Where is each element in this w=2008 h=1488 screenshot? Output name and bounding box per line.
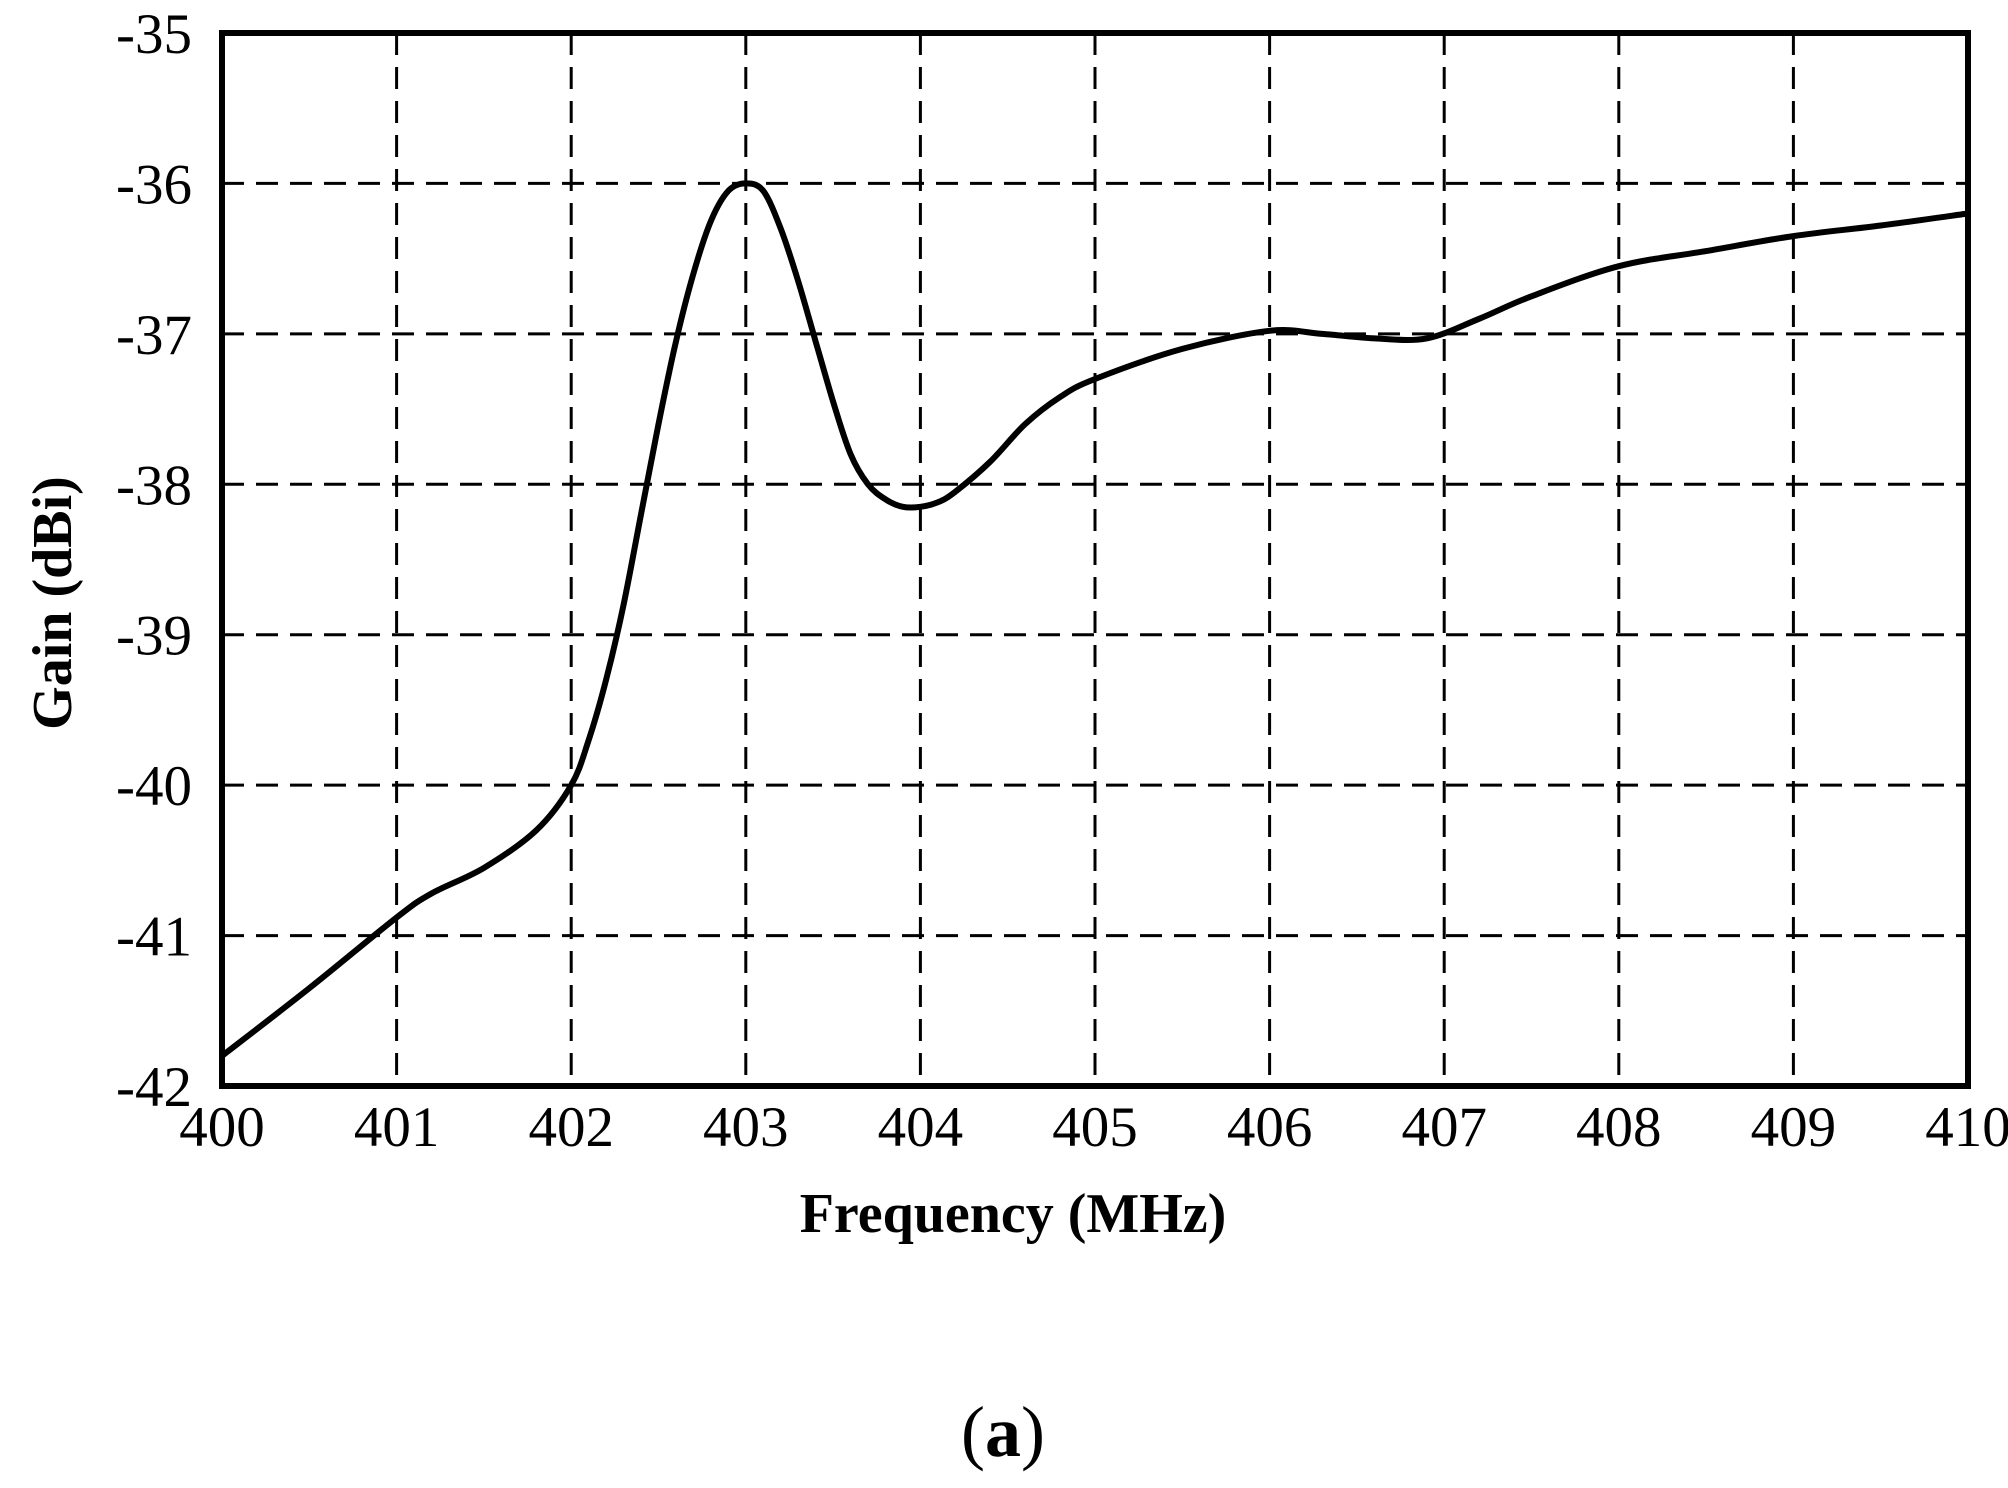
y-tick-label: -41	[116, 906, 192, 969]
x-tick-label: 407	[1401, 1096, 1487, 1159]
x-tick-label: 410	[1925, 1096, 2008, 1159]
figure-caption: (a)	[961, 1392, 1045, 1472]
x-tick-label: 408	[1576, 1096, 1662, 1159]
plot-area-frame	[219, 30, 1971, 1089]
x-tick-label: 406	[1227, 1096, 1313, 1159]
y-tick-label: -35	[116, 3, 192, 66]
caption-letter: a	[985, 1392, 1021, 1472]
y-tick-label: -38	[116, 454, 192, 517]
x-tick-label: 404	[878, 1096, 964, 1159]
x-tick-label: 401	[354, 1096, 440, 1159]
y-axis-tick-labels: -35 -36 -37 -38 -39 -40 -41 -42	[116, 3, 192, 1119]
x-axis-title: Frequency (MHz)	[800, 1183, 1227, 1245]
x-tick-label: 405	[1052, 1096, 1138, 1159]
y-axis-title: Gain (dBi)	[22, 476, 84, 730]
x-tick-label: 409	[1751, 1096, 1837, 1159]
y-tick-label: -37	[116, 304, 192, 367]
y-tick-label: -40	[116, 755, 192, 818]
gain-series-line	[219, 180, 1971, 1059]
x-tick-label: 402	[528, 1096, 614, 1159]
caption-open-paren: (	[961, 1392, 985, 1472]
y-tick-label: -39	[116, 605, 192, 668]
x-tick-label: 400	[179, 1096, 265, 1159]
y-tick-label: -42	[116, 1056, 192, 1119]
x-axis-tick-labels: 400 401 402 403 404 405 406 407 408 409 410	[179, 1096, 2008, 1159]
caption-close-paren: )	[1021, 1392, 1045, 1472]
grid-lines	[222, 33, 1968, 1086]
y-tick-label: -36	[116, 153, 192, 216]
x-tick-label: 403	[703, 1096, 789, 1159]
